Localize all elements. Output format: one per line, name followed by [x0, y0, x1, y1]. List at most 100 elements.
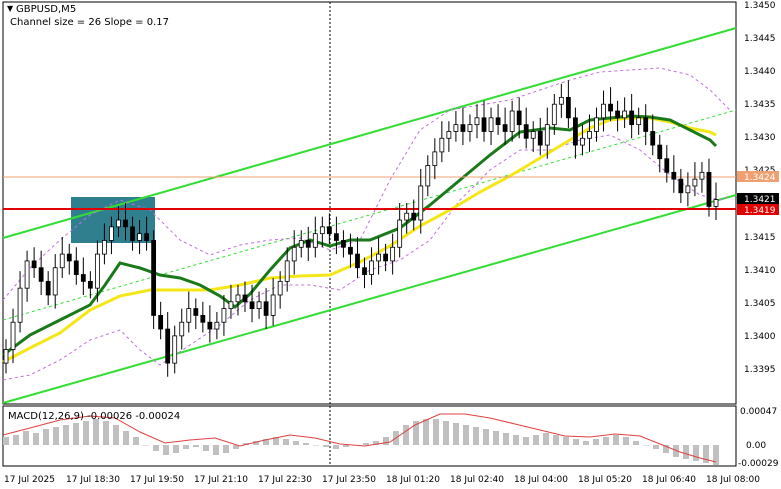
- candle-body: [537, 131, 543, 146]
- price-tick: 1.3410: [744, 266, 776, 276]
- candle-body: [369, 260, 374, 275]
- macd-signal-line: [2, 413, 717, 463]
- macd-bar: [663, 445, 669, 453]
- price-tick: 1.3450: [744, 1, 776, 11]
- candle-body: [418, 185, 424, 221]
- price-tick: 1.3440: [744, 67, 776, 77]
- candle-body: [411, 212, 417, 221]
- macd-bar: [473, 427, 479, 445]
- candle-body: [376, 253, 381, 262]
- macd-bar: [303, 443, 309, 445]
- time-tick: 17 Jul 21:10: [194, 475, 248, 485]
- macd-bar: [173, 445, 179, 453]
- candle-body: [460, 124, 466, 132]
- macd-bar: [503, 433, 509, 445]
- candle-body: [622, 110, 628, 119]
- time-tick: 17 Jul 19:50: [130, 475, 184, 485]
- macd-pane-frame: [2, 405, 737, 467]
- time-tick: 17 Jul 22:30: [258, 475, 312, 485]
- candle-body: [446, 131, 452, 139]
- macd-bar: [23, 431, 29, 445]
- orange-level-value: 1.3424: [744, 173, 776, 183]
- candle-body: [706, 171, 712, 207]
- candle-body: [341, 240, 346, 248]
- candle-body: [453, 124, 459, 132]
- candle-body: [678, 178, 684, 194]
- macd-bar: [133, 437, 139, 445]
- candle-body: [73, 260, 79, 275]
- candle-body: [601, 103, 606, 119]
- macd-bar: [113, 425, 119, 445]
- channel-lower-line: [2, 194, 737, 404]
- macd-bar: [713, 445, 719, 465]
- macd-bar: [633, 441, 639, 445]
- macd-bar: [683, 445, 689, 459]
- macd-bar: [103, 421, 109, 445]
- time-tick: 18 Jul 02:40: [450, 475, 504, 485]
- macd-axis: 0.00047 0.00 -0.00029: [738, 407, 779, 469]
- macd-bar: [433, 419, 439, 445]
- macd-bar: [613, 435, 619, 445]
- macd-bar: [423, 419, 429, 445]
- channel-mid-line: [2, 109, 737, 321]
- macd-bar: [343, 445, 349, 447]
- candle-body: [235, 294, 241, 303]
- candle-body: [692, 178, 698, 187]
- macd-bar: [443, 421, 449, 445]
- macd-bar: [653, 445, 659, 449]
- red-level-tag: [737, 204, 779, 215]
- candle-body: [94, 253, 100, 289]
- candle-body: [502, 124, 508, 132]
- orange-level-tag: [737, 171, 779, 182]
- macd-bar: [483, 429, 489, 445]
- current-price-value: 1.3421: [744, 195, 776, 205]
- candle-body: [144, 233, 149, 241]
- macd-bar: [283, 439, 289, 445]
- candle-body: [80, 274, 86, 282]
- candle-body: [608, 103, 613, 112]
- candle-body: [713, 199, 719, 207]
- macd-bar: [603, 437, 609, 445]
- band-lower: [2, 134, 731, 381]
- candle-body: [523, 124, 529, 139]
- candle-body: [312, 233, 318, 248]
- macd-bar: [183, 445, 189, 449]
- macd-tick: -0.00029: [738, 459, 779, 469]
- ma-fast-line: [2, 114, 718, 357]
- candle-body: [66, 253, 72, 262]
- candle-body: [256, 301, 262, 310]
- candle-body: [383, 253, 389, 262]
- candle-body: [580, 137, 585, 146]
- time-tick: 18 Jul 06:40: [642, 475, 696, 485]
- candle-body: [172, 335, 178, 364]
- macd-bar: [323, 445, 329, 447]
- macd-bar: [63, 425, 69, 445]
- macd-bar: [3, 437, 9, 445]
- candle-body: [221, 308, 227, 323]
- macd-bar: [623, 437, 629, 445]
- time-tick: 17 Jul 18:30: [66, 475, 120, 485]
- price-tick: 1.3445: [744, 34, 776, 44]
- candle-body: [516, 110, 522, 126]
- macd-bar: [363, 443, 369, 445]
- candle-body: [355, 253, 360, 269]
- macd-bar: [453, 423, 459, 445]
- candle-body: [207, 321, 213, 330]
- candle-body: [699, 171, 705, 180]
- macd-bar: [153, 445, 159, 451]
- candle-body: [24, 260, 30, 289]
- macd-bar: [403, 425, 409, 445]
- candle-body: [348, 246, 353, 255]
- macd-bar: [253, 441, 259, 445]
- symbol-menu-icon[interactable]: ▼: [7, 4, 14, 13]
- macd-bar: [543, 433, 549, 445]
- price-tick: 1.3415: [744, 233, 776, 243]
- macd-bar: [223, 445, 229, 453]
- macd-bar: [573, 439, 579, 445]
- candle-body: [650, 131, 656, 146]
- macd-bar: [193, 445, 199, 447]
- band-upper: [2, 67, 731, 301]
- macd-bar: [533, 435, 539, 445]
- candle-body: [319, 226, 325, 235]
